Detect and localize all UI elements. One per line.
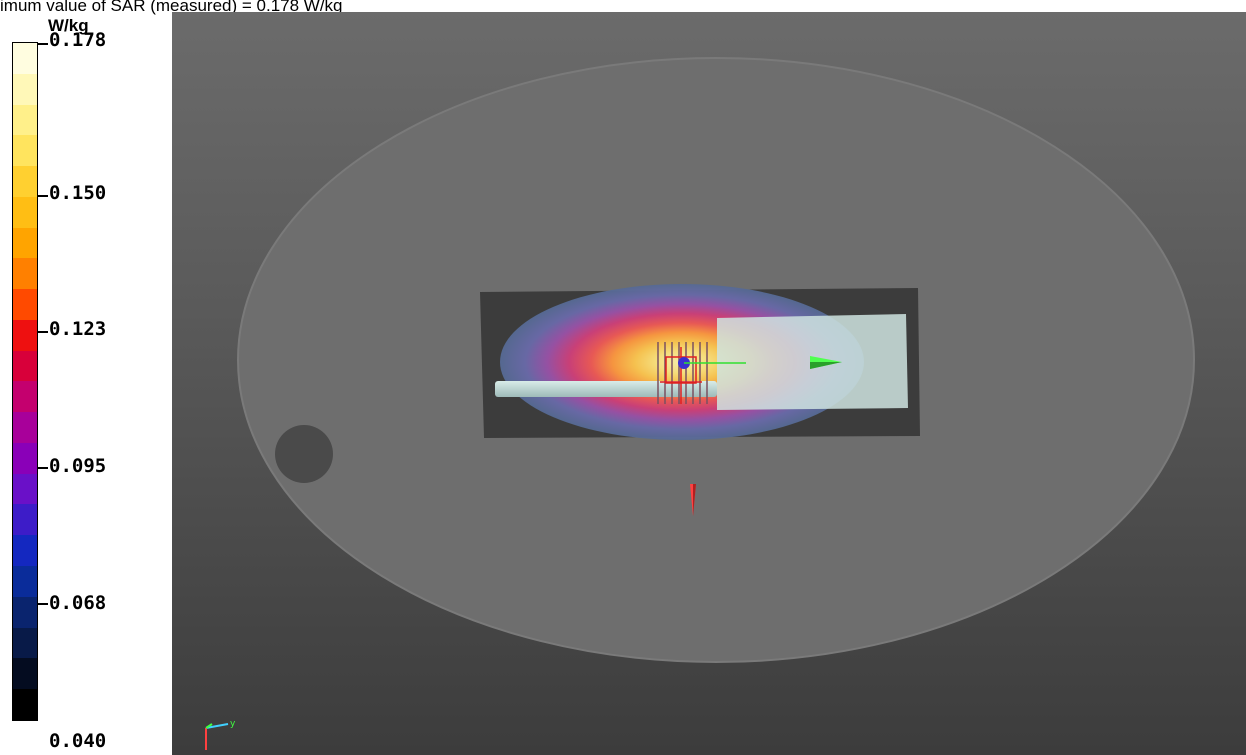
zoom-scan-grid [657,342,708,404]
legend-color-swatch [13,535,37,567]
legend-tick [38,195,48,197]
legend-tick [38,603,48,605]
legend-color-swatch [13,504,37,536]
legend-tick-label: 0.040 [49,730,107,752]
legend-tick-label: 0.178 [49,29,107,51]
legend-color-swatch [13,319,37,351]
legend-color-swatch [13,473,37,505]
legend-color-swatch [13,442,37,474]
legend-tick [38,43,48,45]
legend-tick [38,467,48,469]
axes-indicator: y [205,719,236,750]
legend-tick-label: 0.123 [49,318,107,340]
legend-color-swatch [13,135,37,167]
legend-tick-label: 0.150 [49,182,107,204]
legend-color-swatch [13,658,37,690]
legend-color-swatch [13,73,37,105]
legend-tick-label: 0.068 [49,592,107,614]
legend-color-swatch [13,566,37,597]
axes-indicator-label: y [230,719,236,729]
legend-tick-label: 0.095 [49,455,107,477]
legend-color-swatch [13,627,37,659]
legend-color-swatch [13,689,37,720]
legend-color-swatch [13,227,37,259]
legend-color-swatch [13,350,37,382]
legend-color-bar [12,42,38,721]
legend-unit-label: W/kg [48,16,89,35]
legend-color-swatch [13,258,37,290]
legend-color-swatch [13,196,37,228]
phantom-hole [275,425,333,483]
legend-color-swatch [13,289,37,320]
max-sar-caption: imum value of SAR (measured) = 0.178 W/k… [0,0,343,15]
direction-arrow-red-shade [693,484,696,516]
zoom-scan-markers [660,347,702,404]
legend-color-swatch [13,596,37,628]
probe-cylinder [495,381,717,397]
legend-tick [38,331,48,333]
legend-color-swatch [13,104,37,136]
legend-color-swatch [13,43,37,74]
sar-color-legend: W/kg 0.178 0.150 0.123 0.095 0.068 0.040 [0,0,172,755]
3d-scan-viewport[interactable]: y [172,12,1246,755]
legend-color-swatch [13,381,37,413]
legend-color-swatch [13,412,37,443]
direction-arrow-green-shade [810,362,842,369]
legend-color-swatch [13,166,37,197]
